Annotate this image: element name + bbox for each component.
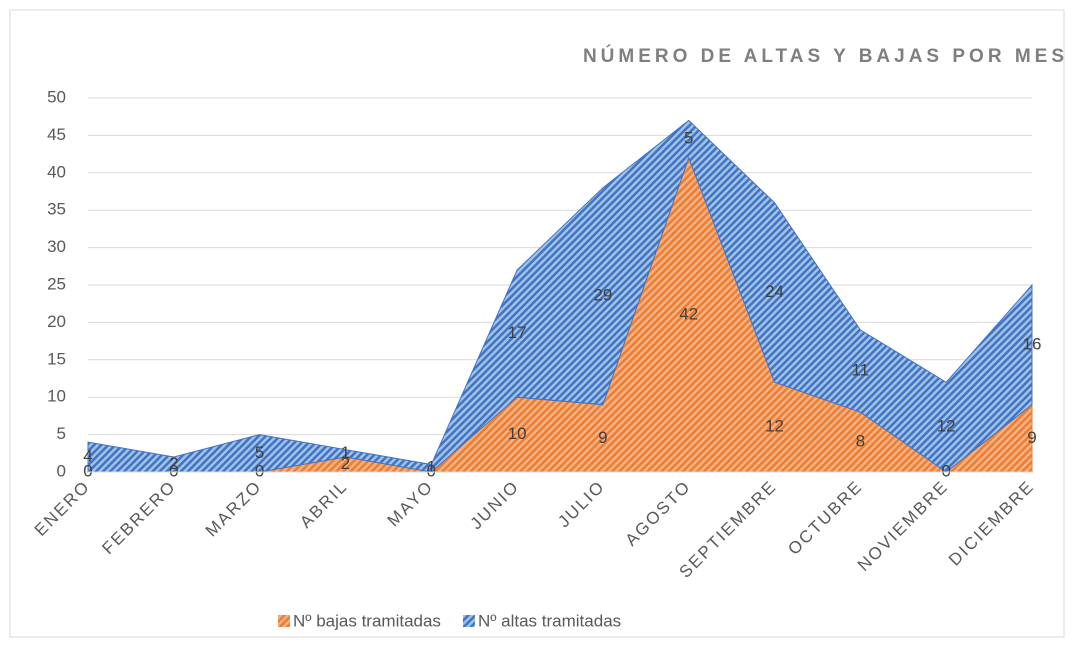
data-label: 0 xyxy=(941,461,950,480)
data-label: 24 xyxy=(765,282,784,301)
y-tick-label: 25 xyxy=(47,274,66,293)
data-label: 4 xyxy=(83,447,92,466)
data-label: 5 xyxy=(255,443,264,462)
legend-label: Nº altas tramitadas xyxy=(478,611,621,630)
data-label: 11 xyxy=(852,361,870,380)
data-label: 2 xyxy=(169,454,178,473)
y-tick-label: 5 xyxy=(57,424,66,443)
y-tick-label: 35 xyxy=(47,200,66,219)
data-label: 8 xyxy=(856,432,865,451)
data-label: 10 xyxy=(508,424,527,443)
data-label: 5 xyxy=(684,129,693,148)
data-label: 12 xyxy=(765,417,784,436)
area xyxy=(87,119,1033,473)
data-label: 29 xyxy=(593,286,612,305)
legend-swatch xyxy=(462,615,475,627)
y-tick-label: 40 xyxy=(47,162,66,181)
y-tick-label: 0 xyxy=(57,461,66,480)
legend-swatch xyxy=(278,615,290,627)
legend-label: Nº bajas tramitadas xyxy=(293,611,441,630)
y-tick-label: 15 xyxy=(47,349,66,368)
data-label: 2 xyxy=(341,454,350,473)
y-tick-label: 45 xyxy=(47,125,66,144)
data-label: 9 xyxy=(598,428,607,447)
data-label: 0 xyxy=(169,461,178,480)
data-label: 0 xyxy=(255,461,264,480)
data-label: 17 xyxy=(508,323,527,342)
data-label: 9 xyxy=(1027,428,1036,447)
data-label: 12 xyxy=(937,417,956,436)
y-tick-label: 20 xyxy=(47,312,66,331)
data-label: 42 xyxy=(679,304,698,323)
y-tick-label: 50 xyxy=(47,87,66,106)
data-label: 1 xyxy=(341,443,350,462)
data-label: 16 xyxy=(1023,334,1042,353)
y-tick-label: 10 xyxy=(47,387,66,406)
data-label: 1 xyxy=(427,458,436,477)
data-label: 0 xyxy=(427,461,436,480)
y-tick-label: 30 xyxy=(47,237,66,256)
data-label: 0 xyxy=(83,461,92,480)
chart-title: NÚMERO DE ALTAS Y BAJAS POR MES xyxy=(583,45,1068,67)
